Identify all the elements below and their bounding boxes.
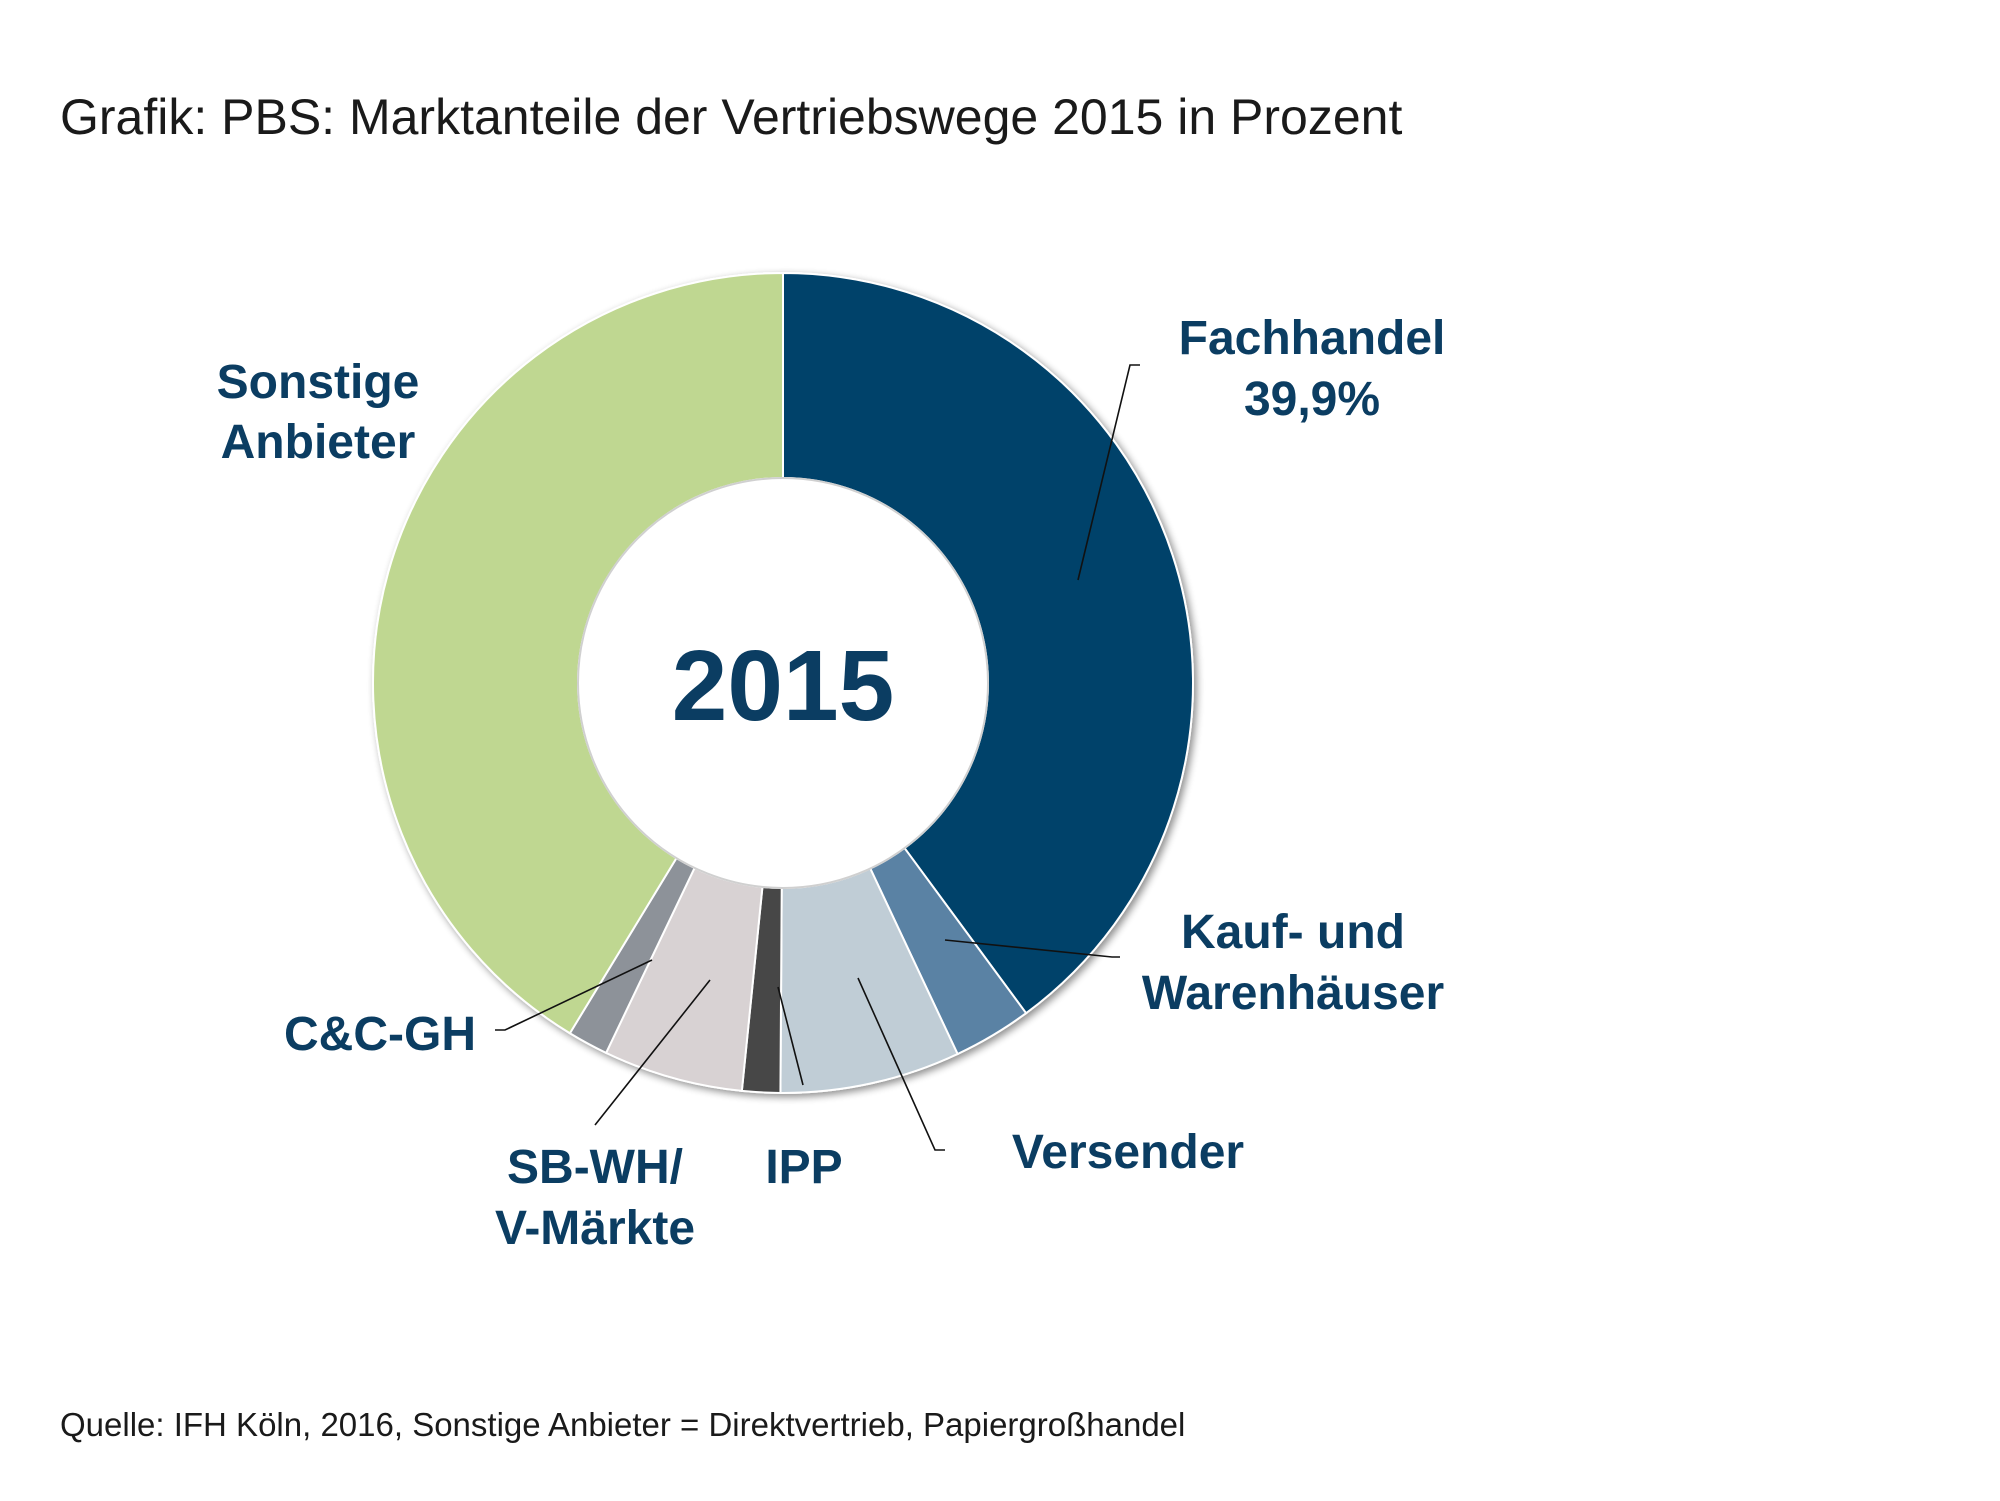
label-kauf-warenhaeuser-line2: Warenhäuser [1142, 967, 1444, 1020]
source-note: Quelle: IFH Köln, 2016, Sonstige Anbiete… [60, 1406, 1186, 1443]
leader-line-cc-gh [495, 959, 653, 1031]
donut-hole [577, 477, 989, 889]
label-cc-gh: C&C-GH [284, 1008, 476, 1061]
label-sonstige-anbieter: Sonstige Anbieter [217, 356, 420, 469]
label-fachhandel: Fachhandel [1179, 312, 1446, 365]
chart-title: Grafik: PBS: Marktanteile der Vertriebsw… [60, 89, 1403, 145]
label-ipp: IPP [765, 1141, 842, 1194]
label-sonstige-line1: Sonstige [217, 356, 420, 409]
center-year-label: 2015 [672, 630, 894, 742]
leader-line-versender [857, 977, 945, 1151]
leader-line-sbwh [594, 979, 711, 1126]
leader-line-fachhandel [1077, 364, 1140, 581]
label-versender: Versender [1012, 1126, 1244, 1179]
label-fachhandel-value: 39,9% [1244, 373, 1380, 426]
label-sonstige-line2: Anbieter [221, 416, 416, 469]
label-sbwh-line1: SB-WH/ [507, 1141, 683, 1194]
label-sbwh-line2: V-Märkte [495, 1202, 695, 1255]
leader-line-kauf-warenhaeuser [944, 939, 1120, 958]
label-sbwh-vmaerkte: SB-WH/V-Märkte [495, 1141, 695, 1255]
leader-line-ipp [777, 986, 804, 1086]
label-kauf-warenhaeuser: Kauf- und Warenhäuser [1142, 906, 1444, 1020]
label-kauf-warenhaeuser-line1: Kauf- und [1181, 906, 1405, 959]
donut-slices [372, 271, 1194, 1094]
